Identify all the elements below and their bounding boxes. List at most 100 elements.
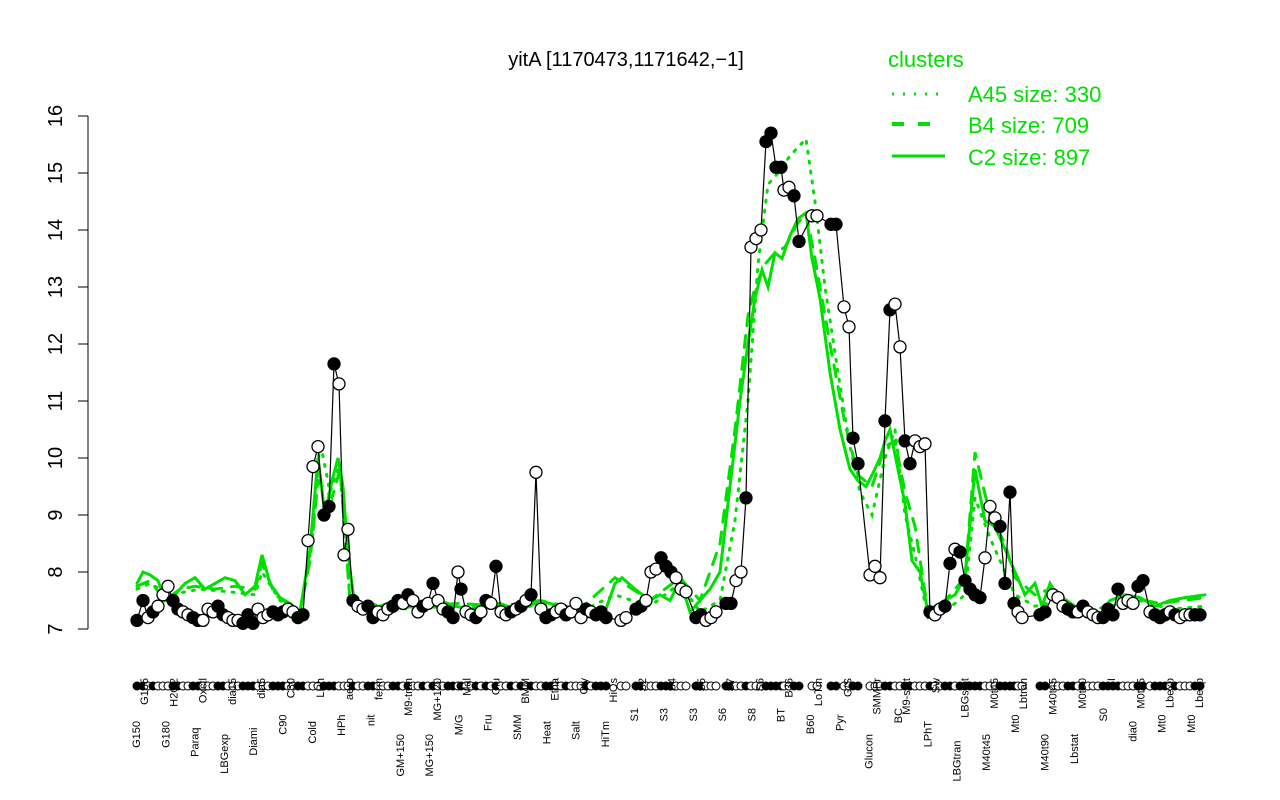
x-tick-label-top: M9-tran bbox=[403, 678, 415, 716]
data-point bbox=[484, 596, 498, 611]
data-point bbox=[888, 297, 902, 311]
strip-marker bbox=[794, 681, 804, 691]
x-tick-label-top: S7 bbox=[725, 678, 737, 691]
x-tick-label-top: M0t45 bbox=[989, 678, 1001, 709]
data-point bbox=[739, 491, 753, 505]
data-point bbox=[993, 519, 1007, 534]
cluster-line-dotted bbox=[135, 135, 1207, 620]
x-tick-label-top: dia15 bbox=[227, 678, 239, 705]
x-tick-label-top: M9-stat bbox=[901, 678, 913, 715]
data-point bbox=[446, 610, 460, 625]
y-tick-label: 16 bbox=[45, 105, 67, 127]
x-tick-label-bottom: BC bbox=[893, 708, 905, 723]
x-tick-label-bottom: M40t45 bbox=[981, 734, 993, 771]
strip-marker bbox=[621, 681, 631, 691]
data-point bbox=[810, 209, 824, 223]
data-point bbox=[669, 571, 683, 585]
x-tick-label-bottom: GM+150 bbox=[395, 734, 407, 777]
y-tick-label: 7 bbox=[45, 623, 67, 634]
x-tick-label-top: LBGstat bbox=[960, 678, 972, 718]
data-point bbox=[1126, 596, 1140, 611]
x-tick-label-bottom: B60 bbox=[805, 715, 817, 735]
sample-marker-strip bbox=[132, 681, 1205, 691]
y-tick-label: 15 bbox=[45, 162, 67, 184]
data-point bbox=[599, 610, 613, 625]
data-point bbox=[868, 559, 882, 573]
data-point bbox=[327, 357, 341, 371]
data-point bbox=[846, 431, 860, 445]
data-point bbox=[978, 551, 992, 565]
legend-title: clusters bbox=[888, 47, 964, 72]
x-tick-label-top: ferm bbox=[373, 678, 385, 700]
strip-marker bbox=[601, 681, 611, 691]
data-point bbox=[792, 234, 806, 249]
data-point bbox=[983, 499, 997, 514]
x-tick-label-bottom: G180 bbox=[160, 721, 172, 748]
x-tick-label-top: Etha bbox=[549, 677, 561, 701]
y-tick-label: 13 bbox=[45, 276, 67, 298]
data-point bbox=[943, 556, 957, 571]
x-tick-label-bottom: MG+150 bbox=[424, 734, 436, 777]
data-point bbox=[1136, 573, 1150, 588]
strip-marker bbox=[812, 681, 822, 691]
y-tick-label: 8 bbox=[45, 566, 67, 577]
x-tick-label-bottom: S3 bbox=[659, 708, 671, 721]
x-tick-label-top: G135 bbox=[139, 678, 151, 705]
x-tick-label-bottom: SMM bbox=[512, 715, 524, 741]
x-tick-label-bottom: S0 bbox=[1098, 708, 1110, 721]
data-point bbox=[246, 616, 260, 630]
x-axis-labels: G135 H2O2 Oxctl dia15 dia5 C30 LPh aero ferm M9-t… bbox=[131, 677, 1206, 781]
data-point bbox=[361, 599, 375, 613]
plot-area bbox=[130, 126, 1207, 630]
expression-line bbox=[136, 131, 1200, 625]
x-tick-label-bottom: Paraq bbox=[190, 728, 202, 757]
x-tick-label-bottom: S6 bbox=[717, 708, 729, 721]
y-tick-label: 10 bbox=[45, 447, 67, 469]
x-tick-label-bottom: Salt bbox=[571, 721, 583, 740]
data-point bbox=[569, 596, 583, 611]
x-tick-label-top: M0t45 bbox=[1135, 678, 1147, 709]
x-tick-label-top: BI bbox=[1106, 678, 1118, 688]
data-point bbox=[873, 571, 887, 585]
x-tick-label-bottom: S1 bbox=[629, 708, 641, 721]
legend: clusters A45 size: 330 B4 size: 709 C2 s… bbox=[888, 47, 1101, 170]
data-point bbox=[1038, 605, 1052, 619]
data-point bbox=[337, 548, 351, 562]
x-tick-label-top: B36 bbox=[784, 678, 796, 698]
x-tick-label-top: Lbexp bbox=[1165, 678, 1177, 708]
x-tick-label-top: M40t45 bbox=[1048, 678, 1060, 715]
x-tick-label-bottom: Pyr bbox=[834, 714, 846, 731]
data-point bbox=[296, 608, 310, 622]
data-point bbox=[341, 522, 355, 536]
x-tick-label-bottom: S3 bbox=[688, 708, 700, 721]
y-tick-label: 9 bbox=[45, 509, 67, 520]
data-point bbox=[196, 613, 210, 628]
x-tick-label-bottom: Glucon bbox=[864, 734, 876, 769]
data-point bbox=[474, 605, 488, 619]
legend-entry-b4: B4 size: 709 bbox=[968, 113, 1089, 138]
x-tick-label-top: Oxctl bbox=[198, 678, 210, 703]
strip-marker bbox=[1017, 681, 1027, 691]
x-tick-label-bottom: S8 bbox=[746, 708, 758, 721]
x-tick-label-top: G/S bbox=[842, 678, 854, 697]
data-point bbox=[332, 377, 346, 391]
x-tick-label-top: H2O2 bbox=[168, 678, 180, 707]
x-tick-label-bottom: LPhT bbox=[922, 721, 934, 748]
legend-entry-a45: A45 size: 330 bbox=[968, 82, 1101, 107]
data-point bbox=[426, 576, 440, 591]
data-point bbox=[451, 565, 465, 579]
data-point bbox=[130, 613, 144, 628]
x-tick-label-bottom: Mt0 bbox=[1157, 715, 1169, 733]
x-tick-label-bottom: HiTm bbox=[600, 721, 612, 747]
data-point bbox=[709, 605, 723, 619]
data-point bbox=[754, 223, 768, 237]
data-point bbox=[851, 457, 865, 471]
data-point bbox=[1106, 608, 1120, 622]
x-tick-label-top: dia5 bbox=[256, 678, 268, 699]
chart-title: yitA [1170473,1171642,−1] bbox=[508, 49, 744, 71]
x-tick-label-top: HiOs bbox=[608, 678, 620, 703]
data-point bbox=[764, 126, 778, 140]
x-tick-label-bottom: Mt0 bbox=[1186, 715, 1198, 733]
x-tick-label-bottom: Heat bbox=[541, 721, 553, 744]
data-point bbox=[837, 300, 851, 314]
